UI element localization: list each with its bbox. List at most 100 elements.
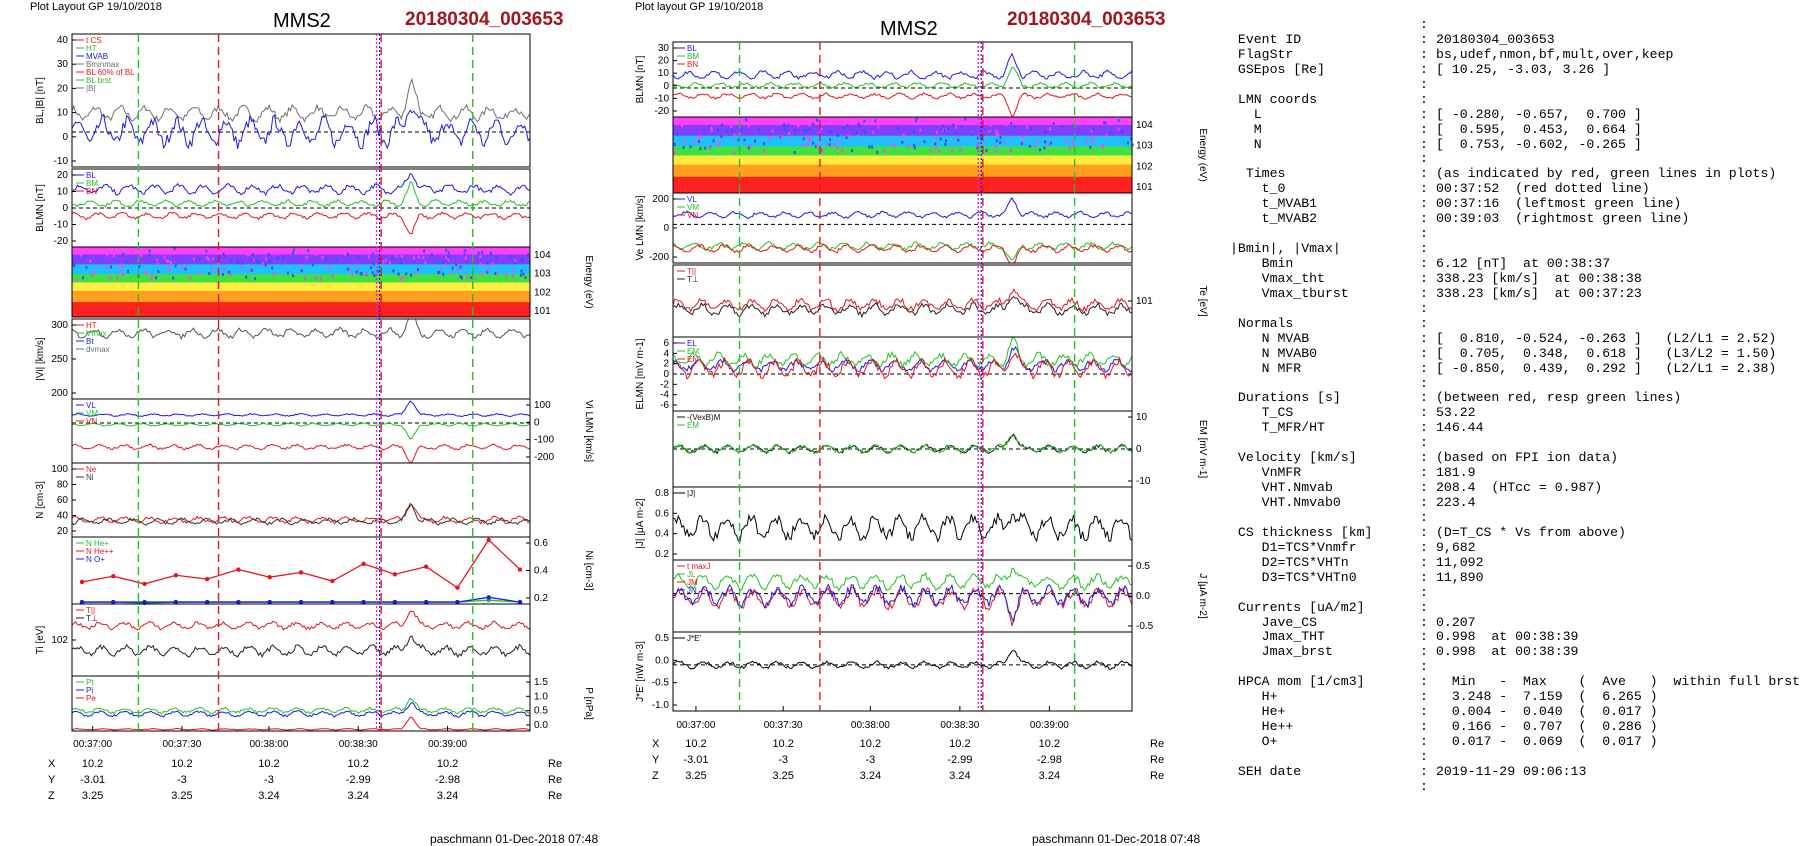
spectrogram-pixel: [343, 252, 346, 256]
subpanel-frame: [71, 246, 531, 318]
summary-value: 0.004 - 0.040 ( 0.017 ): [1436, 704, 1658, 720]
spectrogram-pixel: [1071, 140, 1074, 144]
y-tick-label: -200: [649, 252, 669, 263]
spectrogram-pixel: [747, 124, 750, 128]
series-point: [330, 599, 335, 605]
spectrogram-pixel: [264, 263, 267, 267]
y-tick-label: 103: [1136, 141, 1153, 152]
y-tick-label: 102: [534, 287, 551, 298]
series-point: [392, 599, 398, 605]
y-axis-label: Ti [eV]: [35, 626, 46, 655]
legend-label: BL: [687, 44, 697, 53]
spectrogram-pixel: [391, 256, 394, 260]
spectrogram-pixel: [106, 253, 109, 257]
spectrogram-pixel: [241, 261, 244, 265]
ephemeris-value: 3.24: [258, 790, 279, 802]
y-axis-label: BL,|B| [nT]: [35, 77, 46, 124]
summary-row: Times: (as indicated by red, green lines …: [1230, 166, 1800, 182]
spectrogram-pixel: [779, 119, 782, 123]
summary-row: O+: 0.017 - 0.069 ( 0.017 ): [1230, 734, 1800, 750]
summary-colon: :: [1420, 659, 1428, 675]
summary-key: D2=TCS*VHTn: [1230, 554, 1349, 570]
spectrogram-pixel: [370, 266, 373, 270]
spectrogram-pixel: [305, 256, 308, 260]
spectrogram-pixel: [80, 253, 83, 257]
y-tick-label: 0: [663, 223, 669, 234]
spectrogram-band: [72, 282, 530, 291]
spectrogram-pixel: [889, 142, 892, 146]
spectrogram-pixel: [455, 263, 458, 267]
spectrogram-pixel: [222, 252, 225, 256]
series-point: [267, 599, 272, 605]
spectrogram-pixel: [491, 262, 494, 266]
summary-key: CS thickness [km]: [1230, 524, 1373, 540]
summary-row: Event ID:20180304_003653: [1230, 32, 1800, 48]
left-footer: paschmann 01-Dec-2018 07:48: [430, 832, 599, 846]
y-tick-label: -4: [660, 390, 669, 401]
summary-key: VHT.Nmvab0: [1230, 495, 1341, 510]
legend-label: BN: [86, 187, 97, 196]
summary-row: Bmin:6.12 [nT] at 00:38:37: [1230, 256, 1800, 272]
spectrogram-pixel: [250, 268, 253, 272]
spectrogram-pixel: [484, 263, 487, 267]
y-axis-label: BLMN [nT]: [35, 184, 46, 232]
summary-key: H+: [1230, 689, 1278, 705]
ephemeris-label: X: [48, 758, 56, 770]
spectrogram-pixel: [268, 259, 271, 263]
spectrogram-pixel: [995, 129, 998, 133]
spectrogram-pixel: [122, 272, 125, 276]
series-point: [517, 567, 523, 572]
series-line: [672, 435, 1133, 455]
spectrogram-pixel: [768, 136, 771, 140]
spectrogram-pixel: [174, 264, 177, 268]
summary-row: Currents [uA/m2]:: [1230, 600, 1800, 616]
y-tick-label: 101: [1136, 296, 1153, 307]
y-tick-label: 0.4: [655, 529, 669, 540]
summary-value: [ 0.705, 0.348, 0.618 ] (L3/L2 = 1.50): [1436, 345, 1777, 361]
spectrogram-pixel: [223, 267, 226, 271]
y-tick-label: 0.4: [534, 566, 548, 577]
summary-key: |Bmin|, |Vmax|: [1230, 241, 1341, 257]
summary-colon: :: [1420, 420, 1428, 436]
summary-value: 0.998 at 00:38:39: [1436, 629, 1579, 645]
spectrogram-pixel: [1022, 135, 1025, 139]
summary-row: :: [1230, 17, 1800, 33]
subpanel-frame: [71, 33, 531, 168]
spectrogram-pixel: [901, 140, 904, 144]
spectrogram-pixel: [1072, 144, 1075, 148]
spectrogram-pixel: [464, 249, 467, 253]
spectrogram-pixel: [964, 117, 967, 121]
spectrogram-pixel: [511, 274, 514, 278]
legend-label: |B|: [86, 84, 96, 93]
spectrogram-pixel: [1009, 148, 1012, 152]
y-tick-label: 0.2: [655, 549, 669, 560]
spectrogram-pixel: [673, 151, 676, 155]
left-spacecraft-title: MMS2: [273, 10, 331, 32]
spectrogram-pixel: [331, 274, 334, 278]
spectrogram-pixel: [335, 259, 338, 263]
spectrogram-pixel: [912, 130, 915, 134]
summary-colon: :: [1420, 405, 1428, 421]
spectrogram-pixel: [1092, 127, 1095, 131]
ephemeris-label: Y: [652, 754, 660, 766]
summary-row: N MFR: [ -0.850, 0.439, 0.292 ] (L2/L1 = …: [1230, 361, 1800, 377]
legend-label: t CS: [86, 36, 102, 45]
summary-row: t_MVAB2:00:39:03 (rightmost green line): [1230, 211, 1800, 227]
ephemeris-value: -3.01: [683, 754, 708, 766]
spectrogram-pixel: [1021, 120, 1024, 124]
summary-row: Vmax_tht:338.23 [km/s] at 00:38:38: [1230, 271, 1800, 287]
spectrogram-pixel: [382, 260, 385, 264]
ephemeris-value: -3: [177, 774, 187, 786]
spectrogram-pixel: [138, 265, 141, 269]
spectrogram-band: [673, 135, 1132, 147]
spectrogram-pixel: [1117, 119, 1120, 123]
spectrogram-pixel: [806, 143, 809, 147]
spectrogram-pixel: [985, 150, 988, 154]
spectrogram-pixel: [73, 264, 76, 268]
spectrogram-pixel: [367, 255, 370, 259]
y-axis-label: Energy (eV): [1197, 128, 1208, 181]
summary-colon: :: [1420, 763, 1428, 779]
spectrogram-pixel: [470, 276, 473, 280]
spectrogram-pixel: [405, 272, 408, 276]
spectrogram-pixel: [845, 136, 848, 140]
